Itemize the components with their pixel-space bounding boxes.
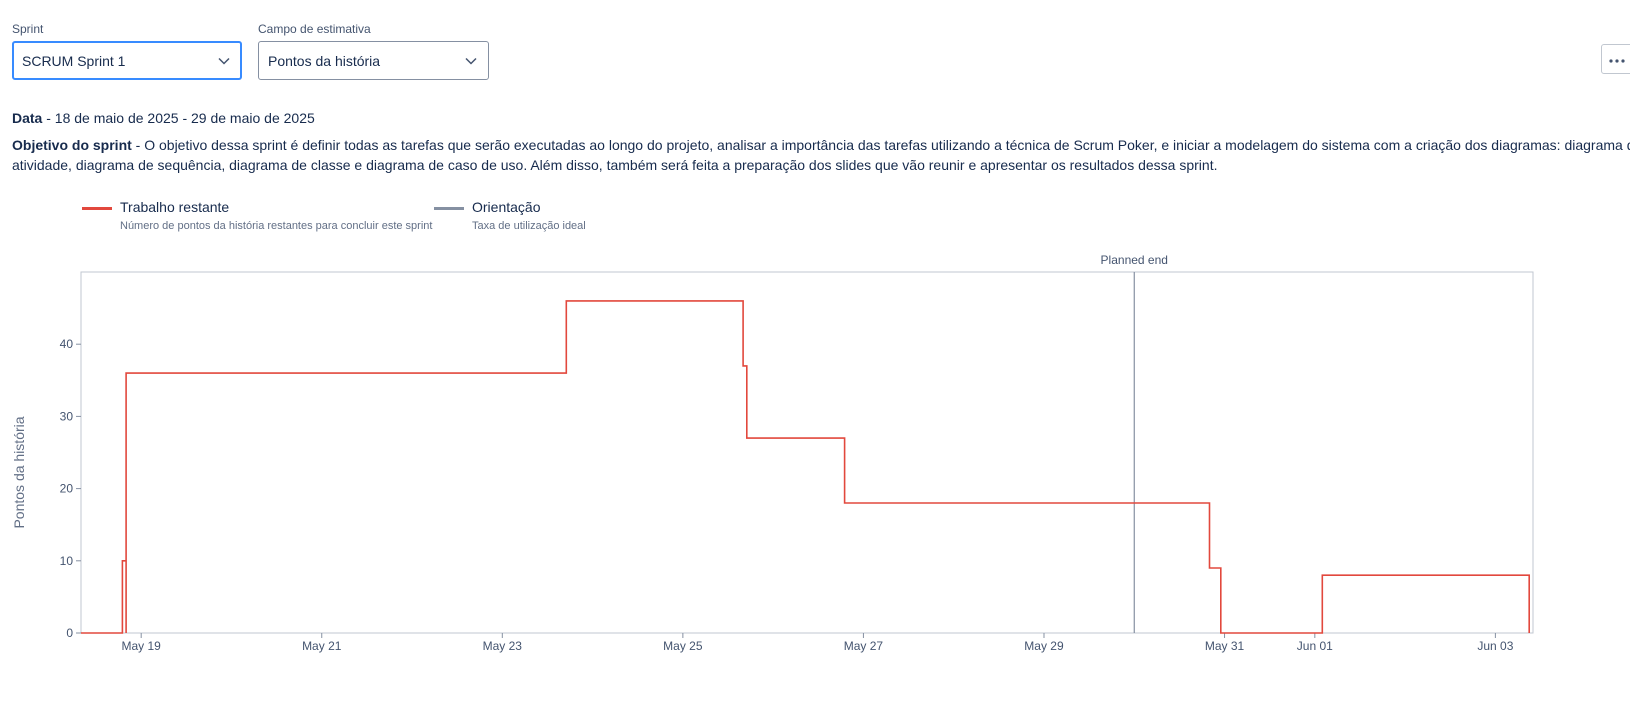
sprint-goal: Objetivo do sprint - O objetivo dessa sp… bbox=[12, 135, 1630, 175]
plot-frame bbox=[80, 271, 1534, 634]
date-value: - 18 de maio de 2025 - 29 de maio de 202… bbox=[42, 110, 315, 126]
sprint-goal-line-2: atividade, diagrama de sequência, diagra… bbox=[12, 157, 1218, 173]
x-tick-label: May 29 bbox=[1024, 639, 1064, 653]
x-tick-label: May 31 bbox=[1205, 639, 1245, 653]
sprint-selector-group: Sprint SCRUM Sprint 1 bbox=[12, 22, 242, 80]
x-tick-label: Jun 01 bbox=[1297, 639, 1333, 653]
legend-title: Trabalho restante bbox=[120, 199, 230, 215]
legend-description: Número de pontos da história restantes p… bbox=[120, 220, 433, 232]
more-horizontal-icon bbox=[1609, 50, 1625, 68]
chevron-down-icon bbox=[464, 54, 478, 68]
x-tick-label: May 25 bbox=[663, 639, 703, 653]
x-tick-label: Jun 03 bbox=[1477, 639, 1513, 653]
x-tick-label: May 27 bbox=[844, 639, 884, 653]
legend-title: Orientação bbox=[472, 199, 541, 215]
more-options-button[interactable] bbox=[1601, 44, 1630, 74]
legend-description: Taxa de utilização ideal bbox=[472, 220, 586, 232]
goal-label: Objetivo do sprint bbox=[12, 137, 132, 153]
estimate-select[interactable]: Pontos da história bbox=[258, 41, 489, 80]
burndown-chart: 0 10 20 30 40 May 19 May 21 May 23 May 25 May 27… bbox=[11, 253, 1534, 653]
legend-swatch-gray bbox=[434, 207, 464, 210]
date-label: Data bbox=[12, 110, 43, 126]
x-tick-label: May 21 bbox=[302, 639, 342, 653]
y-tick-label: 10 bbox=[60, 554, 74, 568]
goal-text-1: - O objetivo dessa sprint é definir toda… bbox=[131, 137, 1630, 153]
chevron-down-icon bbox=[217, 54, 231, 68]
y-tick-label: 20 bbox=[60, 482, 74, 496]
sprint-date: Data - 18 de maio de 2025 - 29 de maio d… bbox=[12, 108, 315, 128]
sprint-goal-line-1: Objetivo do sprint - O objetivo dessa sp… bbox=[12, 135, 1630, 155]
legend-swatch-red bbox=[82, 207, 112, 210]
sprint-select-value: SCRUM Sprint 1 bbox=[22, 52, 126, 69]
estimate-select-value: Pontos da história bbox=[268, 52, 381, 69]
y-tick-label: 40 bbox=[60, 337, 74, 351]
y-tick-label: 0 bbox=[66, 626, 73, 640]
sprint-select[interactable]: SCRUM Sprint 1 bbox=[12, 41, 242, 80]
estimate-label: Campo de estimativa bbox=[258, 22, 371, 36]
planned-end-label: Planned end bbox=[1101, 253, 1168, 267]
x-tick-label: May 19 bbox=[122, 639, 162, 653]
y-tick-label: 30 bbox=[60, 409, 74, 423]
estimate-selector-group: Campo de estimativa Pontos da história bbox=[258, 22, 489, 80]
sprint-label: Sprint bbox=[12, 22, 44, 36]
x-tick-label: May 23 bbox=[483, 639, 523, 653]
y-axis-title: Pontos da história bbox=[11, 416, 27, 528]
series-line-remaining-work bbox=[81, 300, 1530, 634]
